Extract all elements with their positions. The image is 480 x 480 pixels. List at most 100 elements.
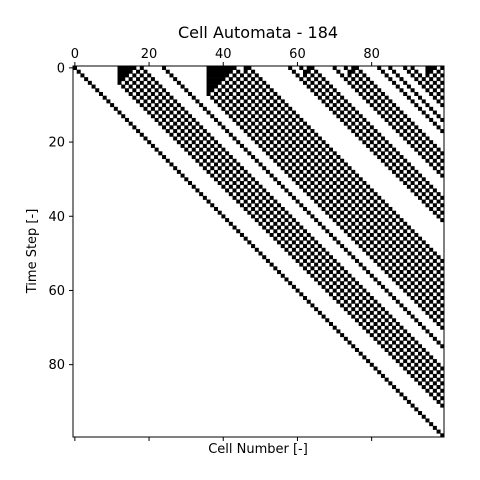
- heatmap-cell: [418, 244, 423, 249]
- heatmap-cell: [139, 103, 144, 108]
- heatmap-cell: [158, 91, 163, 96]
- heatmap-cell: [162, 103, 167, 108]
- heatmap-cell: [358, 351, 363, 356]
- heatmap-cell: [91, 84, 96, 89]
- heatmap-cell: [384, 270, 389, 275]
- heatmap-cell: [306, 247, 311, 252]
- heatmap-cell: [284, 210, 289, 215]
- heatmap-cell: [269, 147, 274, 152]
- heatmap-cell: [336, 214, 341, 219]
- heatmap-cell: [265, 169, 270, 174]
- heatmap-cell: [317, 281, 322, 286]
- heatmap-cell: [332, 110, 337, 115]
- heatmap-cell: [340, 333, 345, 338]
- heatmap-cell: [380, 336, 385, 341]
- heatmap-cell: [232, 188, 237, 193]
- heatmap-cell: [306, 255, 311, 260]
- heatmap-cell: [429, 91, 434, 96]
- heatmap-cell: [236, 229, 241, 234]
- heatmap-cell: [392, 155, 397, 160]
- heatmap-cell: [429, 355, 434, 360]
- heatmap-cell: [247, 73, 252, 78]
- heatmap-cell: [414, 370, 419, 375]
- heatmap-cell: [317, 151, 322, 156]
- heatmap-cell: [306, 125, 311, 130]
- heatmap-cell: [247, 151, 252, 156]
- heatmap-cell: [388, 206, 393, 211]
- heatmap-cell: [373, 277, 378, 282]
- heatmap-cell: [351, 129, 356, 134]
- heatmap-cell: [139, 80, 144, 85]
- heatmap-cell: [377, 247, 382, 252]
- heatmap-cell: [340, 188, 345, 193]
- heatmap-cell: [310, 188, 315, 193]
- heatmap-cell: [291, 177, 296, 182]
- heatmap-cell: [306, 132, 311, 137]
- heatmap-cell: [369, 296, 374, 301]
- heatmap-cell: [265, 91, 270, 96]
- heatmap-row: [150, 143, 437, 148]
- heatmap-cell: [436, 277, 441, 282]
- heatmap-cell: [265, 121, 270, 126]
- heatmap-cell: [340, 225, 345, 230]
- heatmap-cell: [284, 125, 289, 130]
- heatmap-cell: [366, 321, 371, 326]
- heatmap-cell: [232, 181, 237, 186]
- heatmap-cell: [343, 162, 348, 167]
- heatmap-cell: [418, 151, 423, 156]
- heatmap-row: [176, 169, 441, 174]
- heatmap-row: [288, 281, 445, 286]
- heatmap-row: [199, 192, 441, 197]
- heatmap-cell: [429, 106, 434, 111]
- heatmap-cell: [280, 136, 285, 141]
- heatmap-cell: [117, 73, 129, 78]
- heatmap-cell: [169, 103, 174, 108]
- heatmap-cell: [269, 203, 274, 208]
- heatmap-cell: [199, 147, 204, 152]
- heatmap-cell: [295, 73, 300, 78]
- heatmap-cell: [206, 199, 211, 204]
- heatmap-cell: [284, 147, 289, 152]
- heatmap-cell: [440, 366, 445, 371]
- heatmap-cell: [377, 318, 382, 323]
- heatmap-cell: [343, 336, 348, 341]
- heatmap-cells: [73, 66, 445, 438]
- heatmap-cell: [347, 173, 352, 178]
- heatmap-cell: [314, 255, 319, 260]
- heatmap-row: [269, 262, 441, 267]
- heatmap-cell: [429, 192, 434, 197]
- heatmap-row: [377, 370, 441, 375]
- heatmap-cell: [429, 147, 434, 152]
- heatmap-cell: [354, 240, 359, 245]
- heatmap-cell: [306, 177, 311, 182]
- heatmap-cell: [403, 251, 408, 256]
- heatmap-cell: [217, 151, 222, 156]
- heatmap-cell: [299, 77, 304, 82]
- heatmap-cell: [392, 125, 397, 130]
- heatmap-cell: [76, 69, 81, 74]
- heatmap-cell: [414, 262, 419, 267]
- heatmap-cell: [425, 296, 430, 301]
- heatmap-cell: [251, 177, 256, 182]
- heatmap-cell: [362, 355, 367, 360]
- heatmap-cell: [388, 221, 393, 226]
- heatmap-cell: [406, 132, 411, 137]
- heatmap-cell: [295, 229, 300, 234]
- heatmap-cell: [369, 240, 374, 245]
- heatmap-cell: [232, 195, 237, 200]
- heatmap-cell: [373, 236, 378, 241]
- heatmap-cell: [336, 106, 341, 111]
- heatmap-cell: [176, 125, 181, 130]
- heatmap-cell: [358, 307, 363, 312]
- heatmap-cell: [436, 429, 441, 434]
- heatmap-cell: [440, 117, 445, 122]
- heatmap-cell: [358, 221, 363, 226]
- heatmap-row: [369, 362, 441, 367]
- heatmap-cell: [280, 166, 285, 171]
- heatmap-cell: [254, 181, 259, 186]
- heatmap-cell: [392, 325, 397, 330]
- heatmap-row: [284, 277, 441, 282]
- heatmap-cell: [384, 262, 389, 267]
- heatmap-cell: [325, 203, 330, 208]
- heatmap-cell: [232, 80, 237, 85]
